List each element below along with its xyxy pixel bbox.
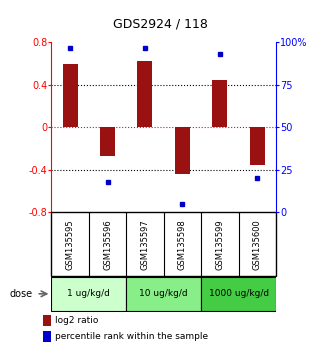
Text: dose: dose	[10, 289, 33, 299]
Bar	[100, 127, 115, 156]
Bar	[42, 315, 51, 326]
Bar	[250, 127, 265, 165]
Text: log2 ratio: log2 ratio	[55, 316, 98, 325]
Bar	[137, 61, 152, 127]
Text: 1 ug/kg/d: 1 ug/kg/d	[67, 289, 110, 298]
Text: 10 ug/kg/d: 10 ug/kg/d	[139, 289, 188, 298]
Text: 1000 ug/kg/d: 1000 ug/kg/d	[209, 289, 269, 298]
Text: GSM135600: GSM135600	[253, 219, 262, 270]
Text: percentile rank within the sample: percentile rank within the sample	[55, 332, 208, 341]
Bar	[63, 64, 78, 127]
Text: GDS2924 / 118: GDS2924 / 118	[113, 18, 208, 31]
Text: GSM135599: GSM135599	[215, 219, 224, 270]
Bar	[42, 331, 51, 342]
Bar	[175, 127, 190, 174]
Bar	[51, 277, 126, 311]
Bar	[213, 80, 227, 127]
Bar	[126, 277, 201, 311]
Text: GSM135595: GSM135595	[65, 219, 74, 270]
Text: GSM135596: GSM135596	[103, 219, 112, 270]
Text: GSM135598: GSM135598	[178, 219, 187, 270]
Bar	[201, 277, 276, 311]
Text: GSM135597: GSM135597	[141, 219, 150, 270]
